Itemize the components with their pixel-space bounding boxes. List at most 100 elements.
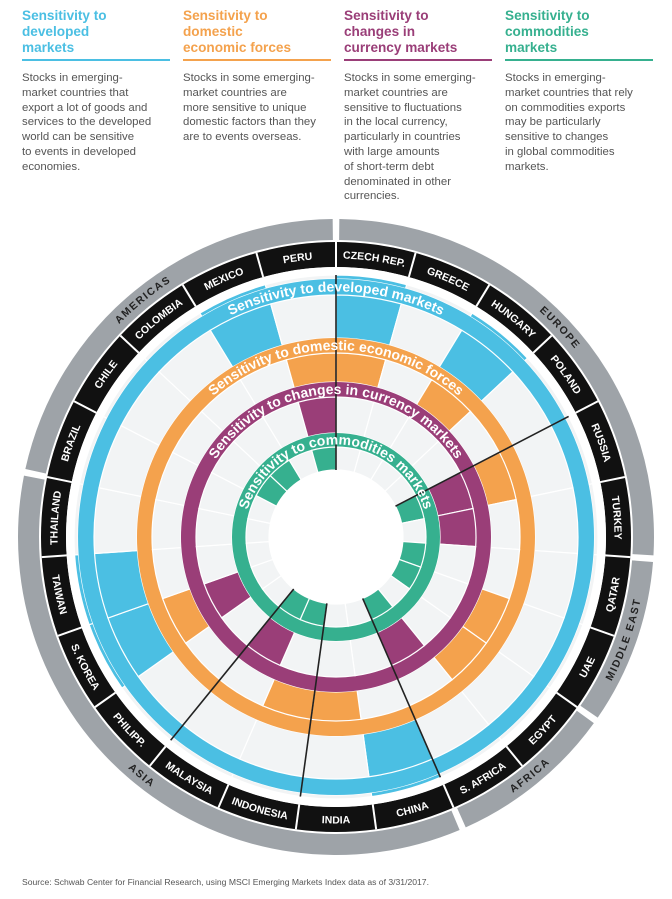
column-body-line: market countries that rely [505,86,633,99]
country-divider [590,626,615,637]
cell-commodities [400,517,427,544]
column-body-line: Stocks in emerging- [22,72,123,84]
column-rule [183,59,331,61]
column-title-line: currency markets [344,40,458,55]
country-divider [605,554,631,559]
column-developed: Sensitivity to developed markets Stocks in … [22,8,170,175]
column-title-line: Sensitivity to [183,8,268,23]
column-title-line: markets [505,40,558,55]
country-divider [556,691,578,708]
country-label-text: PERU [282,251,313,267]
country-divider [119,334,140,354]
column-body: Stocks in emerging-market countries that… [22,71,170,175]
column-title-line: domestic [183,24,243,39]
column-title-line: developed [22,24,90,39]
ring-commodities [231,433,440,641]
column-title-line: changes in [344,24,416,39]
country-label: INDIA [322,814,351,826]
column-body-line: sensitive to fluctuations [344,101,462,114]
column-body-line: market countries are [183,86,287,99]
country-label: TURKEY [609,495,624,539]
column-body-line: particularly in countries [344,131,461,144]
column-body-line: in the local currency, [344,116,448,129]
column-rule [22,59,170,61]
column-title-line: Sensitivity to [22,8,107,23]
column-body-line: with large amounts [344,145,440,158]
region-arc-asia [17,475,460,855]
column-body-line: currencies. [344,190,400,203]
region-spoke [395,415,569,507]
column-body-line: domestic factors than they [183,116,316,129]
column-title: Sensitivity to developed markets [22,8,170,59]
country-divider [46,476,72,484]
column-body-line: in global commodities [505,145,615,158]
column-title-line: markets [22,40,75,55]
country-divider [575,400,599,414]
country-label: PERU [282,251,313,267]
column-body: Stocks in emerging-market countries that… [505,71,653,175]
column-body-line: more sensitive to unique [183,101,307,114]
country-label-text: INDIA [322,814,351,826]
column-domestic: Sensitivity to domestic economic forces Sto… [183,8,331,145]
column-title: Sensitivity to changes in currency markets [344,8,492,59]
column-title-line: Sensitivity to [505,8,590,23]
column-currency: Sensitivity to changes in currency markets… [344,8,492,204]
column-commodities: Sensitivity to commodities markets Stocks i… [505,8,653,175]
column-body: Stocks in some emerging-market countries… [344,71,492,204]
column-body: Stocks in some emerging-market countries… [183,71,331,145]
country-divider [600,476,626,484]
wheel-spokes [170,275,569,797]
country-divider [294,804,301,830]
country-divider [407,252,417,278]
country-label-text: THAILAND [48,490,64,545]
cell-currency [316,639,356,678]
region-spoke [299,603,328,797]
column-title: Sensitivity to domestic economic forces [183,8,331,59]
column-title-line: commodities [505,24,589,39]
wheel-center [269,470,403,604]
region-arc-europe [339,219,654,556]
column-body-line: world can be sensitive [22,131,135,144]
region-arc-americas [25,219,333,474]
region-ring [17,219,654,855]
cell-developed [302,733,370,780]
country-label-text: TURKEY [609,495,624,539]
column-body-line: of short-term debt [344,160,434,173]
cell-domestic [310,689,362,722]
column-title: Sensitivity to commodities markets [505,8,653,59]
column-title-line: Sensitivity to [344,8,429,23]
cell-domestic [487,498,521,551]
country-band [40,242,631,832]
country-divider [532,334,553,354]
source-note: Source: Schwab Center for Financial Rese… [22,877,429,887]
column-body-line: Stocks in emerging- [505,72,606,84]
region-arc-africa [457,710,594,828]
column-body-line: are to events overseas. [183,131,302,144]
column-body-line: economies. [22,160,81,173]
cell-developed [93,487,142,555]
cell-currency [437,507,477,548]
cell-commodities [323,602,349,628]
cell-developed [530,487,579,555]
country-divider [41,554,67,559]
country-divider [475,284,491,307]
country-label: THAILAND [48,490,64,545]
region-spoke [361,598,442,778]
country-divider [505,745,523,767]
column-body-line: Stocks in some emerging- [344,72,476,84]
column-body-line: may be particularly [505,116,601,129]
column-body-line: denominated in other [344,175,452,188]
column-body-line: sensitive to changes [505,131,609,144]
country-divider [255,252,265,278]
country-divider [217,784,230,808]
ring-developed [78,279,595,795]
country-divider [149,745,167,767]
country-divider [181,284,197,307]
column-body-line: to events in developed [22,145,136,158]
column-body-line: market countries are [344,86,448,99]
country-divider [73,400,97,414]
column-body-line: markets. [505,160,549,173]
sensitivity-wheel: CZECH REP.GREECEHUNGARYPOLANDRUSSIATURKE… [17,219,654,855]
cell-domestic [151,498,185,551]
column-body-line: Stocks in some emerging- [183,72,315,84]
